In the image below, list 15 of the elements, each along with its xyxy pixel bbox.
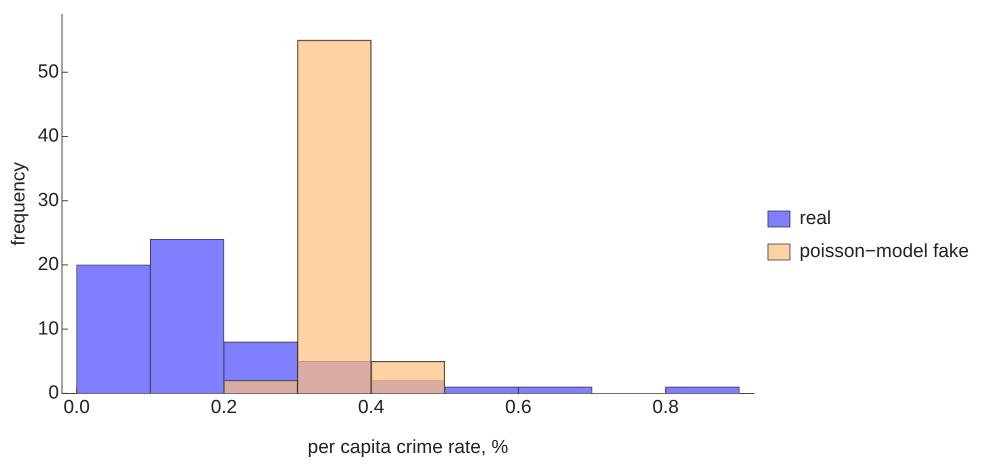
- x-tick-label: 0.4: [358, 397, 385, 418]
- legend-label: poisson−model fake: [799, 241, 970, 262]
- x-tick-label: 0.2: [210, 397, 238, 418]
- y-tick-label: 0: [48, 382, 59, 404]
- y-tick-label: 50: [38, 61, 59, 82]
- y-tick-label: 40: [38, 126, 59, 147]
- y-tick-label: 20: [38, 254, 59, 276]
- y-tick-label: 10: [38, 318, 59, 340]
- legend-label: real: [799, 208, 832, 230]
- y-axis-title: frequency: [8, 162, 30, 246]
- y-tick-label: 30: [38, 190, 59, 211]
- x-axis-title: per capita crime rate, %: [308, 436, 508, 458]
- x-tick-label: 0.0: [63, 397, 90, 418]
- x-tick-label: 0.8: [652, 397, 679, 418]
- x-tick-label: 0.6: [505, 397, 532, 418]
